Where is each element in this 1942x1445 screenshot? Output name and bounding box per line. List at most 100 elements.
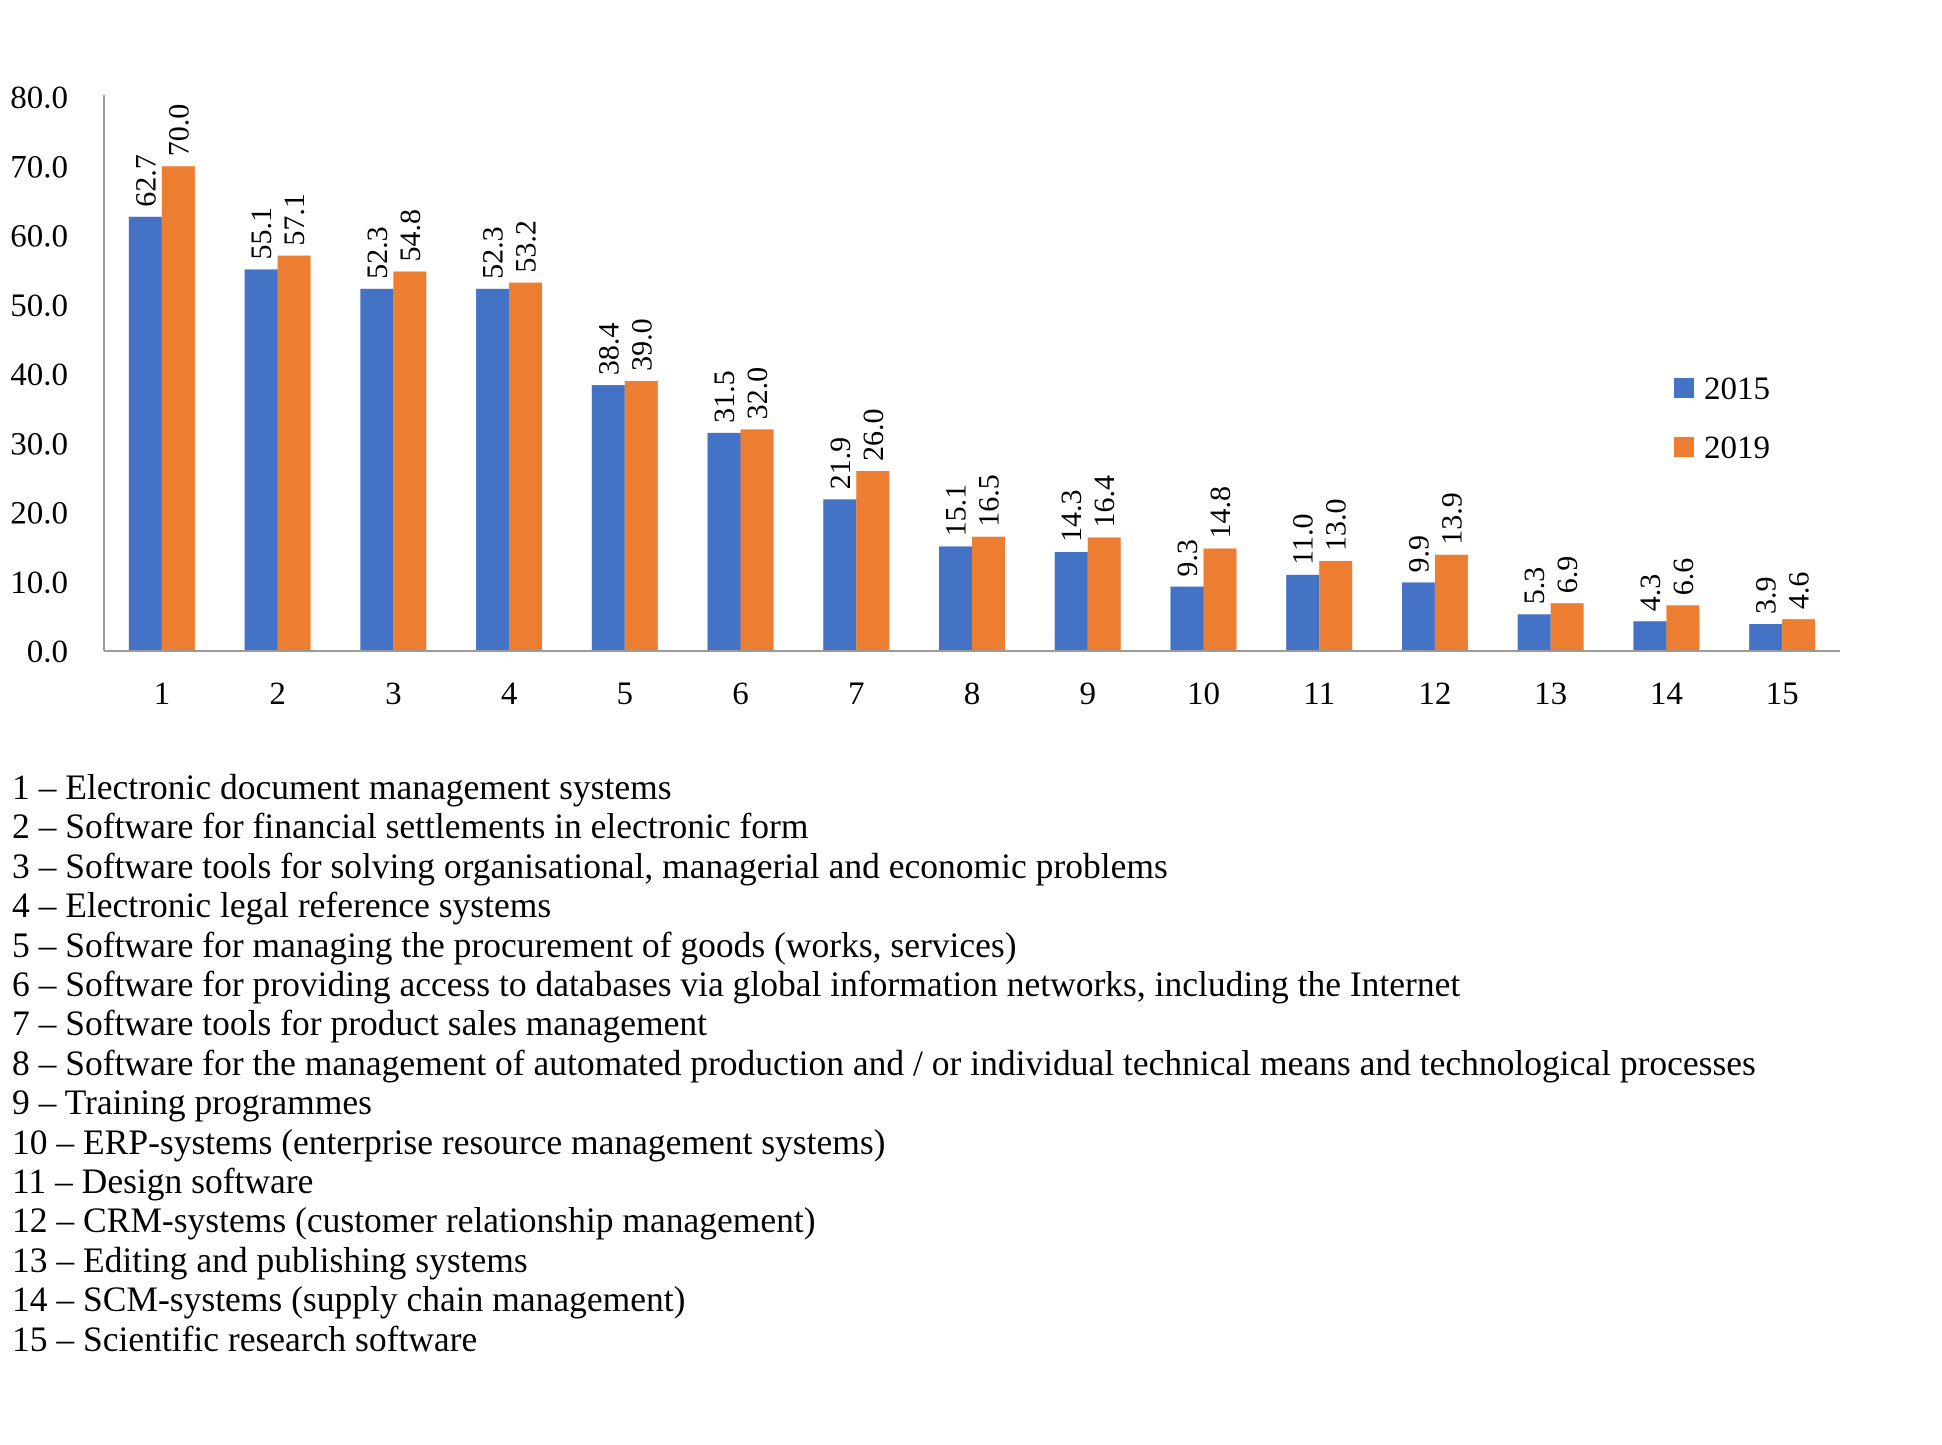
data-label: 26.0 <box>857 408 890 461</box>
data-label: 32.0 <box>741 367 774 420</box>
data-label: 4.3 <box>1634 574 1667 612</box>
x-tick-label: 7 <box>848 676 865 712</box>
data-label: 16.5 <box>973 474 1006 527</box>
bar-2015-7 <box>823 499 857 651</box>
bar-2015-15 <box>1749 623 1783 651</box>
data-label: 39.0 <box>625 318 658 371</box>
bar-2019-7 <box>856 470 890 651</box>
bar-2019-3 <box>393 271 427 651</box>
y-axis-ticks: 0.0 10.0 20.0 30.0 40.0 50.0 60.0 70.0 80.0 <box>10 80 68 670</box>
bar-2015-12 <box>1401 582 1435 651</box>
data-label: 15.1 <box>940 484 973 537</box>
data-label: 57.1 <box>278 193 311 246</box>
bar-2015-5 <box>591 385 625 651</box>
category-legend-item: 6 – Software for providing access to dat… <box>12 964 1461 1005</box>
data-label: 21.9 <box>824 437 857 490</box>
data-label: 14.8 <box>1204 486 1237 539</box>
data-label: 70.0 <box>162 104 195 157</box>
bar-2019-1 <box>161 166 195 651</box>
data-label: 31.5 <box>708 370 741 423</box>
category-legend-item: 4 – Electronic legal reference systems <box>12 885 552 926</box>
bar-2019-4 <box>509 282 543 651</box>
x-tick-label: 3 <box>385 676 402 712</box>
y-tick-label: 60.0 <box>10 219 68 255</box>
x-tick-label: 8 <box>964 676 981 712</box>
x-tick-label: 1 <box>154 676 171 712</box>
bar-2019-10 <box>1203 548 1237 651</box>
x-tick-label: 11 <box>1303 676 1335 712</box>
x-tick-label: 5 <box>617 676 634 712</box>
legend-swatch-2019 <box>1674 437 1694 457</box>
data-label: 55.1 <box>245 207 278 260</box>
data-label: 13.0 <box>1320 498 1353 551</box>
legend-label-2019: 2019 <box>1704 430 1770 466</box>
y-tick-label: 40.0 <box>10 357 68 393</box>
x-tick-label: 4 <box>501 676 518 712</box>
data-label: 6.9 <box>1551 556 1584 594</box>
category-legend-item: 2 – Software for financial settlements i… <box>12 806 809 847</box>
x-tick-label: 13 <box>1534 676 1567 712</box>
bar-2019-2 <box>277 255 311 651</box>
data-label: 16.4 <box>1088 475 1121 528</box>
bar-2015-13 <box>1517 614 1551 651</box>
bar-chart: 0.0 10.0 20.0 30.0 40.0 50.0 60.0 70.0 80.0 62.7… <box>10 80 1840 712</box>
legend-swatch-2015 <box>1674 378 1694 398</box>
category-legend-item: 7 – Software tools for product sales man… <box>12 1003 708 1044</box>
data-labels: 62.755.1 52.3 52.338.431.521.915.1 14.39.3 1… <box>129 104 1815 614</box>
category-legend-item: 13 – Editing and publishing systems <box>12 1239 528 1280</box>
bar-2019-8 <box>972 536 1005 651</box>
x-tick-label: 10 <box>1187 676 1220 712</box>
data-label: 38.4 <box>592 323 625 376</box>
bar-2015-10 <box>1170 586 1204 651</box>
x-tick-label: 6 <box>732 676 749 712</box>
bar-2015-14 <box>1633 621 1667 651</box>
category-legend-item: 5 – Software for managing the procuremen… <box>12 924 1017 965</box>
data-label: 13.9 <box>1435 492 1468 545</box>
x-tick-label: 12 <box>1418 676 1451 712</box>
category-legend-item: 10 – ERP-systems (enterprise resource ma… <box>12 1121 886 1162</box>
series-legend: 2015 2019 <box>1674 371 1770 466</box>
bar-series <box>128 166 1816 652</box>
y-tick-label: 70.0 <box>10 149 68 185</box>
bar-2015-4 <box>476 288 510 651</box>
data-label: 6.6 <box>1667 558 1700 596</box>
category-legend-item: 8 – Software for the management of autom… <box>12 1042 1756 1083</box>
y-tick-label: 50.0 <box>10 288 68 324</box>
data-label: 53.2 <box>510 220 543 273</box>
x-tick-label: 14 <box>1650 676 1683 712</box>
category-legend-item: 14 – SCM-systems (supply chain managemen… <box>12 1279 686 1320</box>
x-axis-ticks: 1 2 3 4 5 6 7 8 9 10 11 12 13 14 15 <box>154 676 1799 712</box>
data-label: 9.9 <box>1402 535 1435 573</box>
bar-2019-12 <box>1434 554 1468 651</box>
bar-2015-3 <box>360 288 394 651</box>
x-tick-label: 2 <box>269 676 286 712</box>
category-legend-item: 3 – Software tools for solving organisat… <box>12 845 1168 886</box>
bar-2019-9 <box>1087 537 1121 651</box>
category-legend-item: 1 – Electronic document management syste… <box>12 767 672 807</box>
data-label: 3.9 <box>1750 576 1783 614</box>
x-tick-label: 15 <box>1766 676 1799 712</box>
y-tick-label: 30.0 <box>10 426 68 462</box>
bar-2019-5 <box>624 380 658 651</box>
y-tick-label: 80.0 <box>10 80 68 116</box>
data-label: 52.3 <box>361 226 394 279</box>
bar-2015-11 <box>1286 574 1320 651</box>
bar-2015-6 <box>707 432 741 651</box>
y-tick-label: 20.0 <box>10 496 68 532</box>
category-legend-item: 9 – Training programmes <box>12 1082 372 1123</box>
data-label: 11.0 <box>1287 513 1320 564</box>
bar-2019-14 <box>1666 605 1700 651</box>
y-tick-label: 10.0 <box>10 565 68 601</box>
bar-2015-9 <box>1054 551 1088 651</box>
data-label: 52.3 <box>477 226 510 278</box>
y-tick-label: 0.0 <box>27 634 68 670</box>
bar-2019-13 <box>1550 603 1584 651</box>
bar-2015-1 <box>128 216 162 652</box>
data-label: 9.3 <box>1171 539 1204 577</box>
bar-2015-8 <box>939 546 972 651</box>
data-label: 62.7 <box>129 154 162 207</box>
category-legend-item: 12 – CRM-systems (customer relationship … <box>12 1200 816 1241</box>
data-label: 54.8 <box>394 209 427 262</box>
data-label: 5.3 <box>1518 567 1551 605</box>
category-legend-item: 15 – Scientific research software <box>12 1318 478 1359</box>
